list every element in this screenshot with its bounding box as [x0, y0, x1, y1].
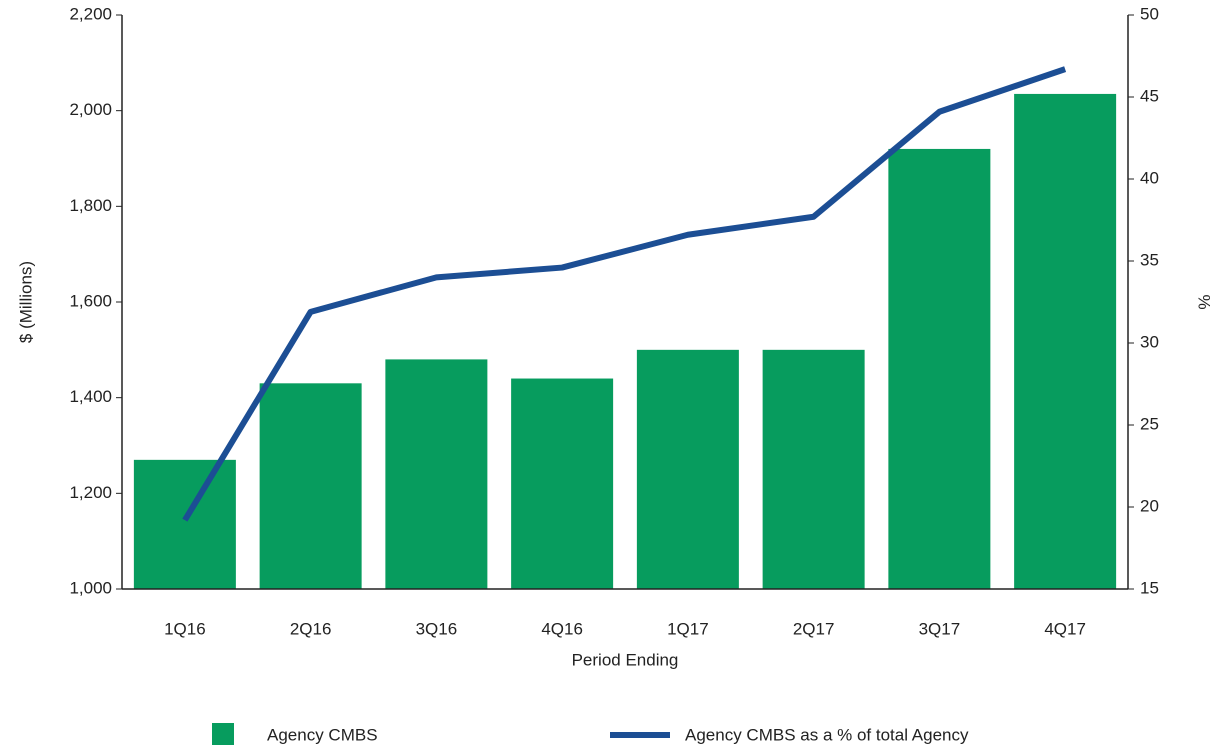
y-axis-label: $ (Millions) — [16, 261, 35, 343]
y2-tick-label: 50 — [1140, 4, 1159, 23]
x-tick-label: 2Q17 — [793, 619, 835, 638]
y-tick-label: 1,400 — [69, 387, 112, 406]
x-tick-label: 2Q16 — [290, 619, 332, 638]
y-tick-label: 2,000 — [69, 100, 112, 119]
y2-axis-label: % — [1195, 294, 1214, 309]
bar — [511, 378, 614, 589]
x-tick-label: 4Q16 — [541, 619, 583, 638]
x-tick-label: 3Q17 — [919, 619, 961, 638]
legend-label: Agency CMBS — [267, 725, 378, 744]
y-tick-label: 1,800 — [69, 196, 112, 215]
x-tick-label: 1Q17 — [667, 619, 709, 638]
y-tick-label: 2,200 — [69, 4, 112, 23]
bar — [1014, 93, 1117, 590]
y-tick-label: 1,600 — [69, 291, 112, 310]
x-tick-label: 3Q16 — [416, 619, 458, 638]
bar — [385, 359, 488, 589]
x-axis-label: Period Ending — [572, 650, 679, 669]
y2-tick-label: 40 — [1140, 168, 1159, 187]
line — [182, 66, 1067, 522]
y-tick-label: 1,200 — [69, 483, 112, 502]
legend-swatch — [212, 723, 234, 745]
y2-tick-label: 45 — [1140, 86, 1159, 105]
y-tick-label: 1,000 — [69, 578, 112, 597]
legend-label: Agency CMBS as a % of total Agency — [685, 725, 969, 744]
y2-tick-label: 30 — [1140, 332, 1159, 351]
y2-tick-label: 15 — [1140, 578, 1159, 597]
x-tick-label: 4Q17 — [1044, 619, 1086, 638]
y2-tick-label: 35 — [1140, 250, 1159, 269]
bar — [888, 148, 991, 589]
bar — [133, 459, 236, 589]
bar — [762, 349, 865, 589]
bar — [636, 349, 739, 589]
bar — [259, 383, 362, 589]
y2-tick-label: 25 — [1140, 414, 1159, 433]
y2-tick-label: 20 — [1140, 496, 1159, 515]
x-tick-label: 1Q16 — [164, 619, 206, 638]
